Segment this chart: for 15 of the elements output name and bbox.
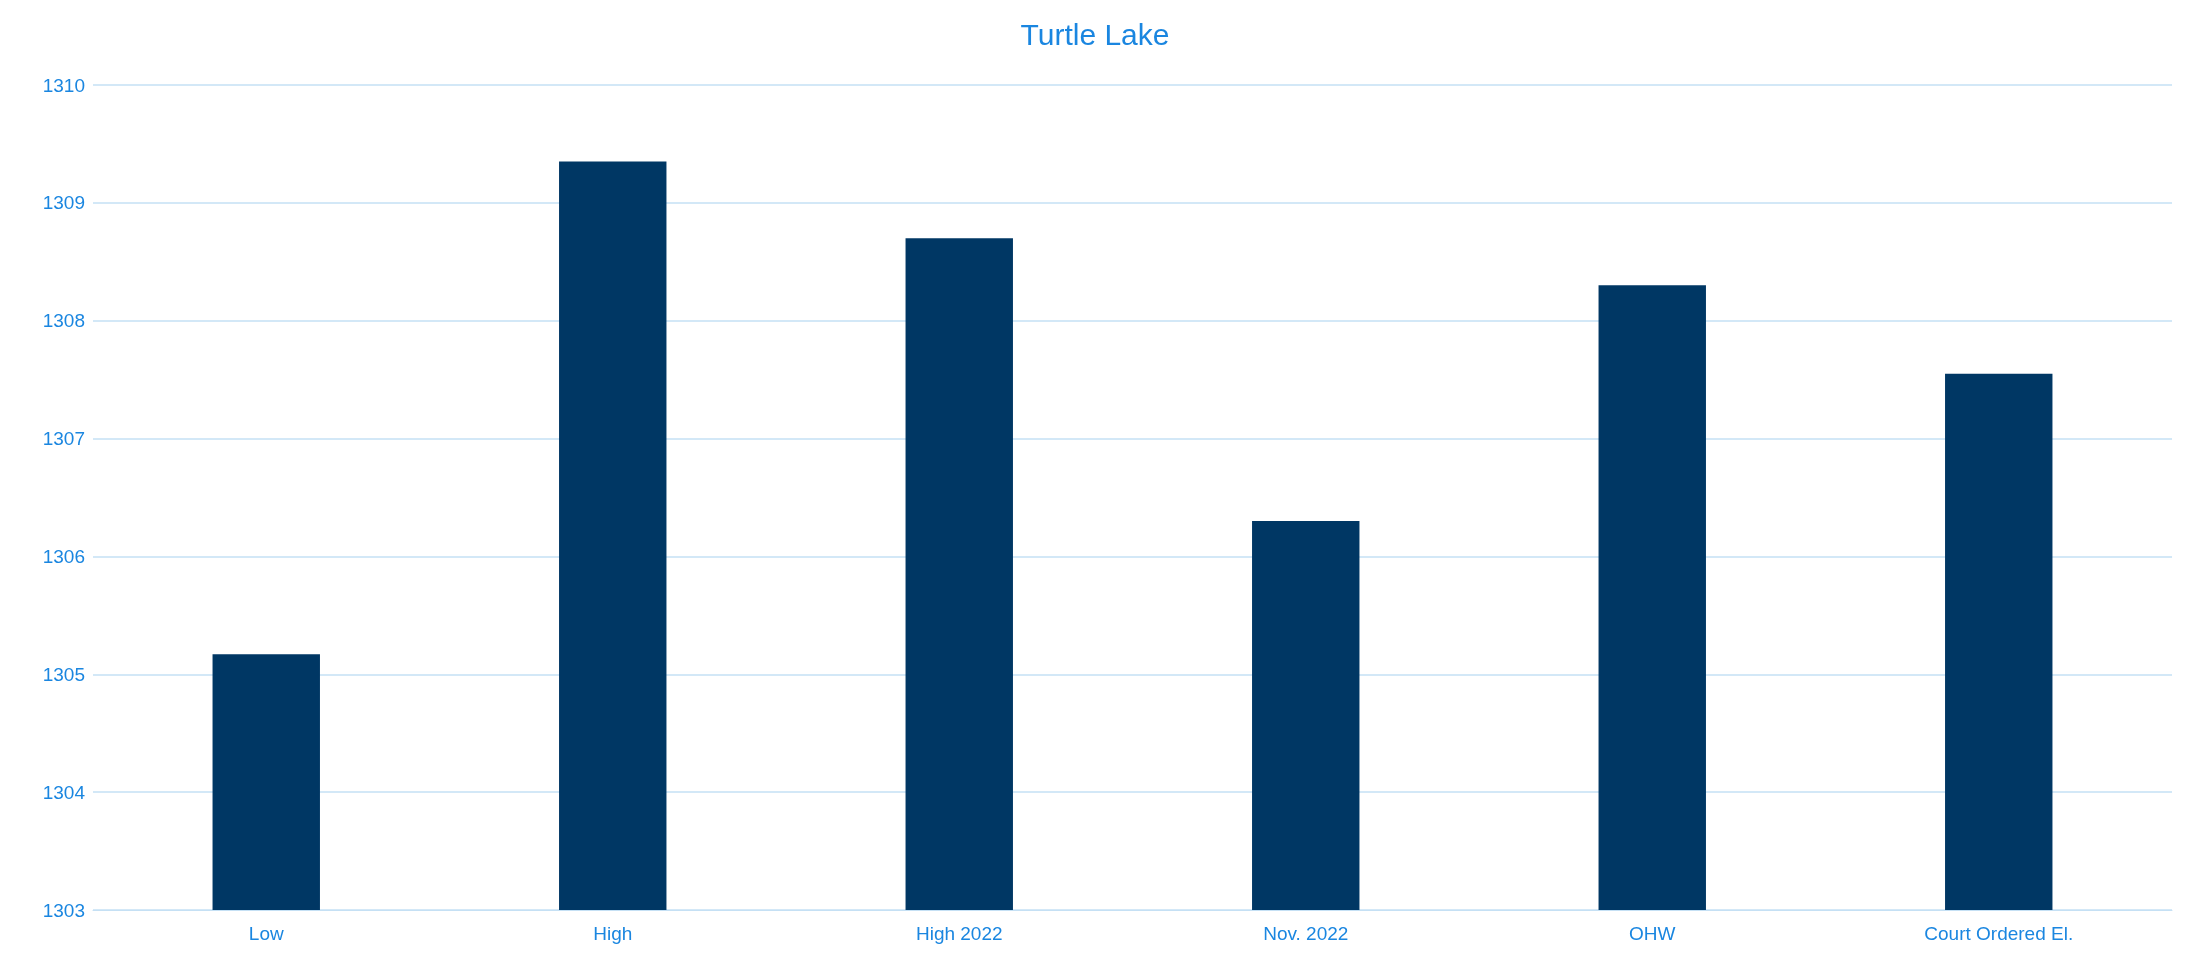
x-tick-label: High 2022	[915, 923, 1003, 944]
y-tick-label: 1304	[42, 781, 86, 803]
y-tick-label: 1308	[42, 310, 85, 332]
x-tick-label: Court Ordered El.	[1924, 923, 2074, 944]
y-tick-label: 1306	[42, 545, 85, 567]
chart-title: Turtle Lake	[1020, 17, 1170, 51]
y-tick-label: 1307	[42, 428, 85, 450]
x-tick-label: High	[593, 923, 633, 944]
y-tick-label: 1309	[42, 192, 85, 214]
x-tick-label: OHW	[1629, 923, 1676, 944]
y-tick-label: 1303	[42, 899, 85, 921]
x-tick-label: Nov. 2022	[1263, 923, 1349, 944]
y-tick-label: 1310	[42, 74, 85, 96]
y-tick-label: 1305	[42, 663, 85, 685]
x-tick-label: Low	[248, 923, 284, 944]
